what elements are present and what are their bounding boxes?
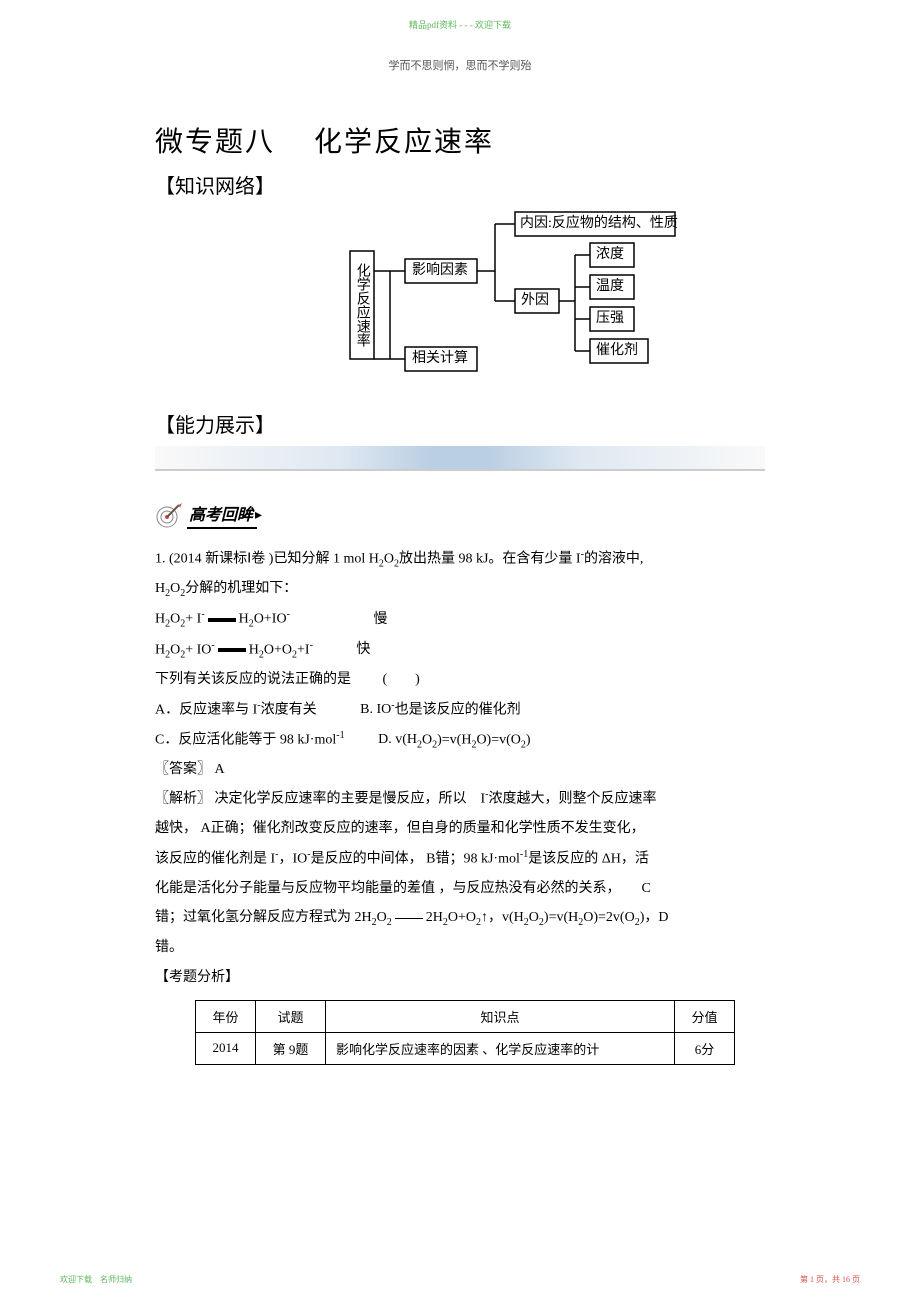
page-title: 微专题八 化学反应速率	[155, 120, 765, 160]
exam-review-label: 高考回眸	[187, 501, 257, 529]
svg-text:外因: 外因	[521, 292, 549, 308]
svg-text:相关计算: 相关计算	[412, 350, 468, 366]
section-knowledge-network: 【知识网络】	[155, 170, 765, 199]
table-header-row: 年份 试题 知识点 分值	[196, 1000, 735, 1032]
main-content: 微专题八 化学反应速率 【知识网络】 化学反应速率 影响因素 相关计算 内因:反…	[155, 120, 765, 1065]
section-ability: 【能力展示】	[155, 409, 765, 438]
svg-text:浓度: 浓度	[596, 246, 624, 262]
svg-text:催化剂: 催化剂	[596, 342, 638, 358]
target-icon	[155, 501, 183, 529]
svg-text:内因:反应物的结构、性质: 内因:反应物的结构、性质	[520, 214, 678, 231]
svg-text:温度: 温度	[596, 278, 624, 294]
analysis-section-head: 【考题分析】	[155, 963, 765, 992]
question-body: 1. (2014 新课标Ⅰ卷 )已知分解 1 mol H2O2放出热量 98 k…	[155, 544, 765, 992]
footer-right: 第 1 页，共 16 页	[800, 1274, 860, 1285]
footer-left: 欢迎下载 名师归纳	[60, 1274, 132, 1285]
knowledge-diagram: 化学反应速率 影响因素 相关计算 内因:反应物的结构、性质 外因 浓度 温度 压…	[240, 209, 680, 399]
header-quote: 学而不思则惘，思而不学则殆	[0, 57, 920, 73]
table-row: 2014 第 9题 影响化学反应速率的因素 、化学反应速率的计 6分	[196, 1032, 735, 1064]
exam-review-header: 高考回眸 ▸	[155, 501, 262, 529]
gradient-divider	[155, 446, 765, 471]
svg-text:影响因素: 影响因素	[412, 262, 468, 278]
svg-text:化学反应速率: 化学反应速率	[355, 263, 371, 347]
analysis-table: 年份 试题 知识点 分值 2014 第 9题 影响化学反应速率的因素 、化学反应…	[195, 1000, 735, 1065]
header-watermark: 精品pdf资料 - - - 欢迎下载	[0, 18, 920, 31]
arrow-icon: ▸	[255, 507, 262, 524]
svg-text:压强: 压强	[596, 311, 624, 326]
